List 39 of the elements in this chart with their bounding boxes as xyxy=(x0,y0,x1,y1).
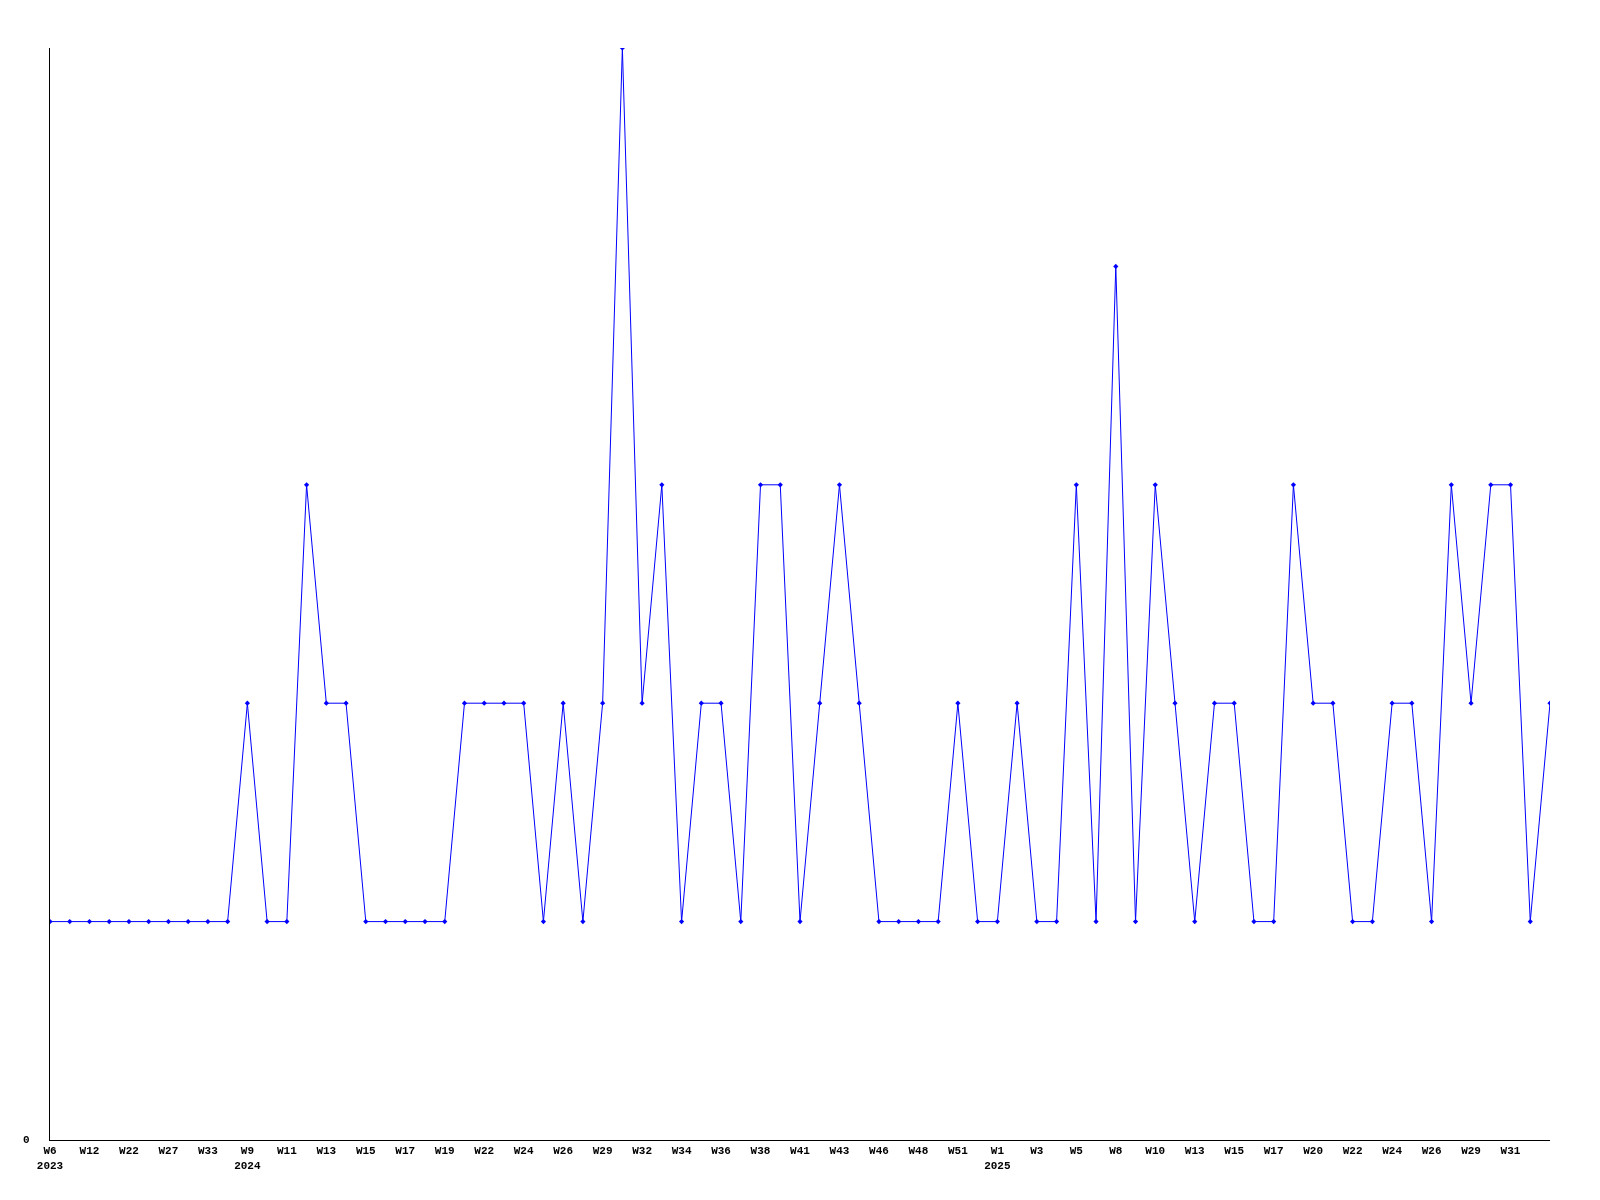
x-tick-label: W20 xyxy=(1303,1145,1324,1158)
x-tick-label: W15 xyxy=(355,1145,377,1158)
x-tick-label: W12 xyxy=(79,1145,100,1158)
x-tick-label: W3 xyxy=(1030,1145,1044,1158)
x-tick-label: W26 xyxy=(1421,1145,1442,1158)
x-tick-label: W6 2023 xyxy=(36,1145,64,1172)
x-tick-label: W27 xyxy=(158,1145,179,1158)
x-tick-label: W38 xyxy=(750,1145,771,1158)
x-tick-label: W10 xyxy=(1145,1145,1166,1158)
x-tick-label: W29 xyxy=(1461,1145,1481,1158)
x-tick-label: W31 xyxy=(1500,1145,1521,1158)
x-tick-label: W15 xyxy=(1224,1145,1245,1158)
x-tick-label: W32 xyxy=(632,1145,653,1158)
x-tick-label: W22 xyxy=(1342,1145,1363,1158)
x-tick-label: W33 xyxy=(197,1145,219,1158)
text: 0 xyxy=(23,1134,30,1146)
x-tick-label: W43 xyxy=(829,1145,850,1158)
x-tick-label: W13 xyxy=(316,1145,337,1158)
x-tick-label: W41 xyxy=(790,1145,811,1158)
x-tick-label: W34 xyxy=(671,1145,692,1158)
x-tick-label: W36 xyxy=(711,1145,731,1158)
x-tick-label: W24 xyxy=(1382,1145,1403,1158)
x-tick-label: W13 xyxy=(1184,1145,1206,1158)
x-tick-label: W19 xyxy=(434,1145,455,1158)
x-tick-label: W22 xyxy=(474,1145,495,1158)
x-tick-label: W46 xyxy=(869,1145,889,1158)
x-tick-label: W26 xyxy=(553,1145,574,1158)
x-tick-label: W17 xyxy=(1263,1145,1284,1158)
x-tick-label: W48 xyxy=(908,1145,929,1158)
x-tick-label: W51 xyxy=(947,1145,969,1158)
x-tick-label: W22 xyxy=(119,1145,139,1158)
x-tick-label: W1 2025 xyxy=(984,1145,1011,1172)
x-tick-label: W29 xyxy=(592,1145,613,1158)
x-tick-label: W11 xyxy=(276,1145,298,1158)
x-tick-label: W17 xyxy=(395,1145,416,1158)
x-tick-label: W9 2024 xyxy=(234,1145,261,1172)
x-tick-label: W24 xyxy=(513,1145,534,1158)
x-tick-label: W8 xyxy=(1109,1145,1123,1158)
x-tick-label: W5 xyxy=(1069,1145,1084,1158)
